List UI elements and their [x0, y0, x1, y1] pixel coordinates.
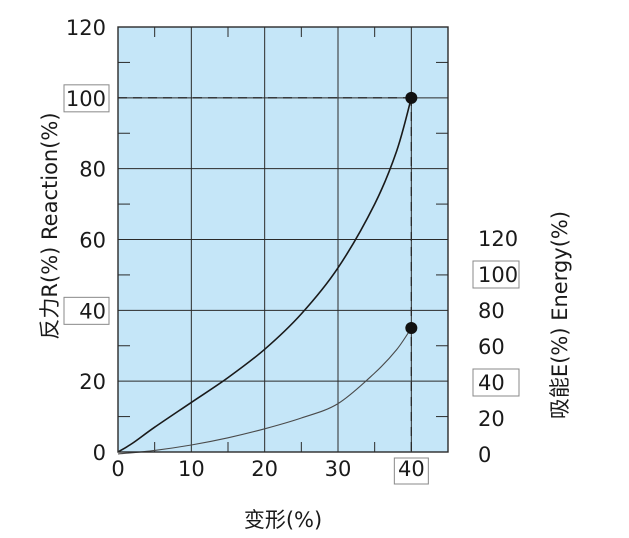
left-tick-label: 20	[79, 370, 106, 394]
x-axis: 0 10 20 30 40	[111, 457, 429, 485]
left-tick-label: 40	[79, 299, 106, 323]
right-tick-label: 100	[478, 263, 518, 287]
x-tick-highlight-box	[393, 457, 429, 485]
left-tick-label: 80	[79, 158, 106, 182]
x-tick-label: 10	[178, 457, 205, 481]
right-tick-label: 120	[478, 227, 518, 251]
reference-lines	[118, 97, 412, 454]
x-tick-label: 0	[111, 457, 124, 481]
right-tick-label: 80	[478, 299, 505, 323]
left-tick-highlight-box	[63, 84, 110, 113]
right-tick-label: 60	[478, 335, 505, 359]
x-tick-label: 20	[251, 457, 278, 481]
plot-frame	[117, 26, 449, 453]
right-tick-highlight-box	[472, 260, 520, 289]
right-y-axis-title: 吸能E(%) Energy(%)	[548, 211, 572, 419]
x-tick-label: 30	[325, 457, 352, 481]
right-y-axis: 0 20 40 60 80 100 120	[472, 227, 520, 467]
series-line-energy	[117, 327, 412, 455]
series-group	[117, 91, 418, 455]
left-tick-label: 0	[93, 441, 106, 465]
left-tick-label: 100	[66, 87, 106, 111]
x-axis-title: 变形(%)	[244, 508, 322, 532]
right-tick-label: 0	[478, 443, 491, 467]
right-tick-highlight-box	[472, 368, 520, 397]
left-tick-highlight-box	[63, 296, 110, 325]
left-y-axis-title: 反力R(%) Reaction(%)	[38, 112, 62, 339]
series-line-reaction	[117, 97, 413, 453]
left-y-axis: 0 20 40 60 80 100 120	[63, 16, 110, 465]
end-marker-reaction	[405, 91, 418, 104]
x-tick-label: 40	[398, 457, 425, 481]
left-tick-label: 60	[79, 229, 106, 253]
end-marker-energy	[405, 322, 418, 334]
left-tick-label: 120	[66, 16, 106, 40]
right-tick-label: 20	[478, 407, 505, 431]
right-tick-label: 40	[478, 371, 505, 395]
